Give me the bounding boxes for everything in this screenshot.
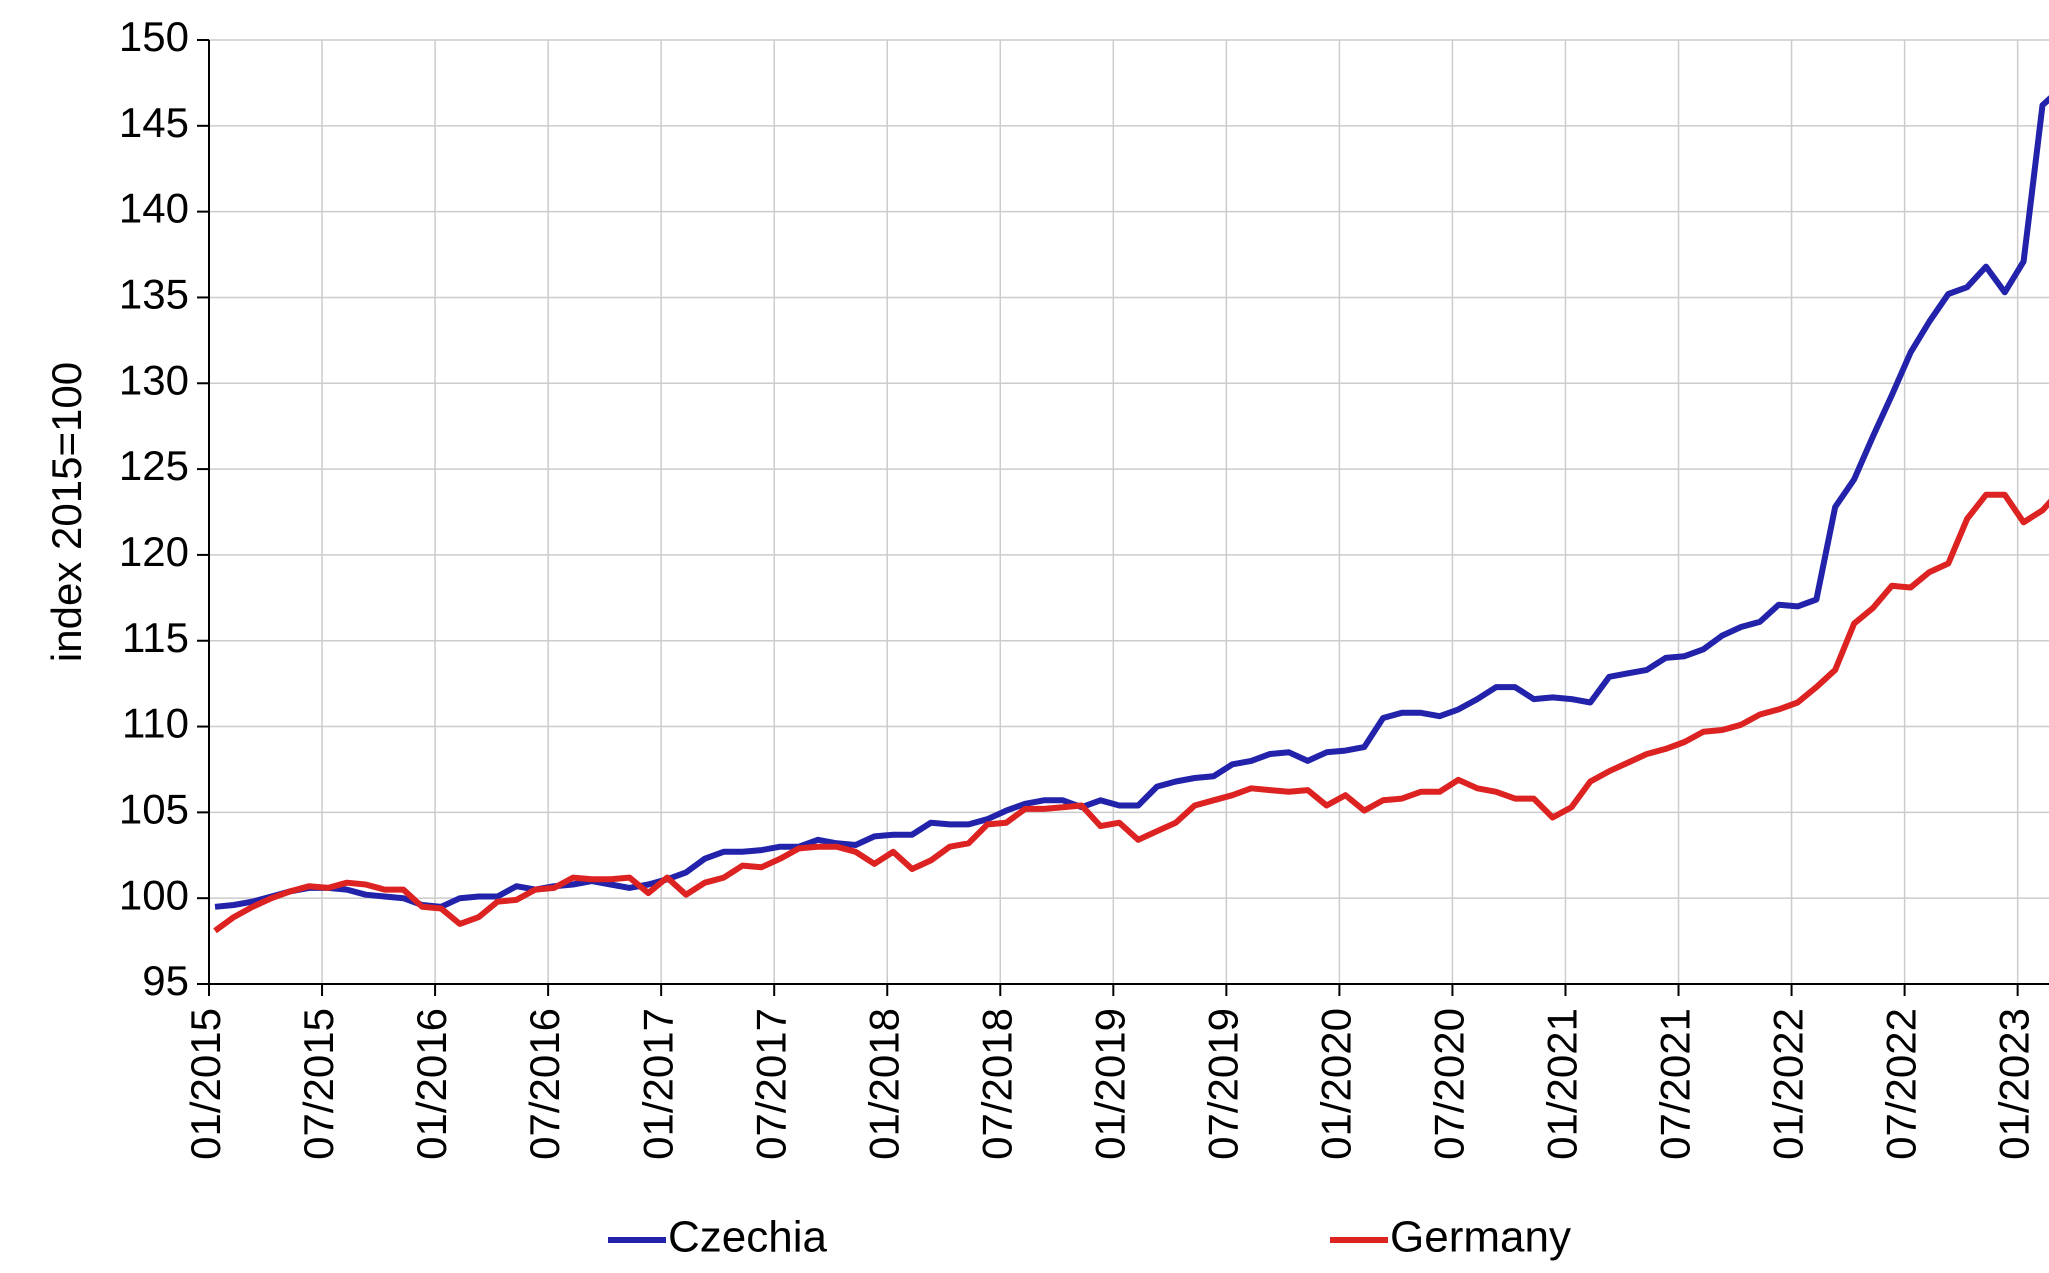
x-tick-label: 07/2021 <box>1652 1008 1699 1160</box>
y-tick-label: 120 <box>119 528 189 575</box>
x-tick-label: 01/2015 <box>182 1008 229 1160</box>
x-tick-label: 07/2017 <box>747 1008 794 1160</box>
x-tick-label: 01/2017 <box>634 1008 681 1160</box>
y-tick-label: 130 <box>119 356 189 403</box>
data-line <box>214 95 2049 910</box>
x-tick-label: 07/2015 <box>295 1008 342 1160</box>
y-tick-label: 135 <box>119 271 189 318</box>
y-tick-label: 110 <box>122 700 189 747</box>
x-tick-label: 07/2022 <box>1878 1008 1925 1160</box>
plot-area <box>213 95 2049 934</box>
x-tick-label: 01/2020 <box>1312 1008 1359 1160</box>
x-tick-label: 01/2021 <box>1539 1008 1586 1160</box>
y-tick-label: 100 <box>119 871 189 918</box>
data-line <box>213 491 2049 934</box>
y-axis-label: index 2015=100 <box>43 362 90 662</box>
y-tick-label: 145 <box>119 99 189 146</box>
y-tick-label: 105 <box>119 785 189 832</box>
y-tick-label: 115 <box>122 614 189 661</box>
x-tick-label: 07/2019 <box>1199 1008 1246 1160</box>
x-tick-label: 01/2016 <box>408 1008 455 1160</box>
x-tick-label: 07/2016 <box>521 1008 568 1160</box>
y-tick-label: 150 <box>119 13 189 60</box>
x-tick-label: 01/2019 <box>1086 1008 1133 1160</box>
x-tick-label: 07/2018 <box>973 1008 1020 1160</box>
x-tick-label: 01/2023 <box>1991 1008 2038 1160</box>
legend-label: Czechia <box>668 1213 827 1262</box>
legend-label: Germany <box>1390 1213 1571 1262</box>
y-tick-label: 125 <box>119 442 189 489</box>
x-tick-label: 01/2018 <box>860 1008 907 1160</box>
y-tick-label: 95 <box>142 957 189 1004</box>
x-tick-label: 07/2020 <box>1426 1008 1473 1160</box>
y-tick-label: 140 <box>119 185 189 232</box>
x-tick-label: 01/2022 <box>1765 1008 1812 1160</box>
